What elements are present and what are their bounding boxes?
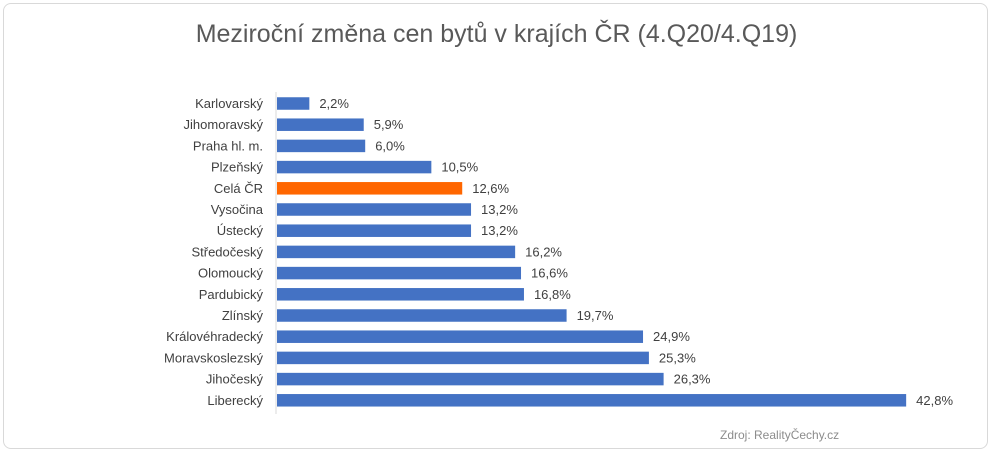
chart-source: Zdroj: RealityČechy.cz <box>720 428 840 442</box>
value-label: 10,5% <box>441 160 478 175</box>
category-label: Moravskoslezský <box>164 350 263 365</box>
chart-title: Meziroční změna cen bytů v krajích ČR (4… <box>195 20 798 48</box>
value-label: 6,0% <box>375 138 405 153</box>
category-label: Jihomoravský <box>184 117 264 132</box>
bar <box>277 160 432 174</box>
bar <box>277 203 472 216</box>
bar <box>277 372 664 386</box>
bar <box>277 97 310 110</box>
value-label: 16,8% <box>534 287 571 302</box>
category-label: Pardubický <box>199 287 264 302</box>
category-label: Liberecký <box>207 393 263 408</box>
category-label: Královéhradecký <box>166 329 263 344</box>
bar <box>277 288 524 301</box>
bar <box>277 309 567 322</box>
category-label: Karlovarský <box>195 96 263 111</box>
category-label: Středočeský <box>191 244 263 259</box>
bar <box>277 224 472 237</box>
value-label: 13,2% <box>481 202 518 217</box>
bar <box>277 182 463 195</box>
bar <box>277 245 516 259</box>
value-label: 42,8% <box>916 393 953 408</box>
category-label: Zlínský <box>222 308 264 323</box>
bar <box>277 330 644 343</box>
value-label: 12,6% <box>472 181 509 196</box>
category-label: Ústecký <box>217 223 264 238</box>
category-label: Celá ČR <box>214 181 263 196</box>
category-label: Vysočina <box>211 202 264 217</box>
bar <box>277 266 522 280</box>
category-label: Praha hl. m. <box>193 138 263 153</box>
value-label: 13,2% <box>481 223 518 238</box>
bar <box>277 118 364 131</box>
bar <box>277 394 907 407</box>
bar <box>277 351 649 365</box>
value-label: 16,2% <box>525 244 562 259</box>
category-label: Jihočeský <box>206 372 264 387</box>
value-label: 24,9% <box>653 329 690 344</box>
value-label: 16,6% <box>531 266 568 281</box>
value-label: 19,7% <box>577 308 614 323</box>
category-label: Plzeňský <box>211 160 264 175</box>
value-label: 26,3% <box>674 372 711 387</box>
value-label: 25,3% <box>659 350 696 365</box>
value-label: 2,2% <box>319 96 349 111</box>
category-label: Olomoucký <box>198 266 264 281</box>
value-label: 5,9% <box>374 117 404 132</box>
bar <box>277 139 366 153</box>
